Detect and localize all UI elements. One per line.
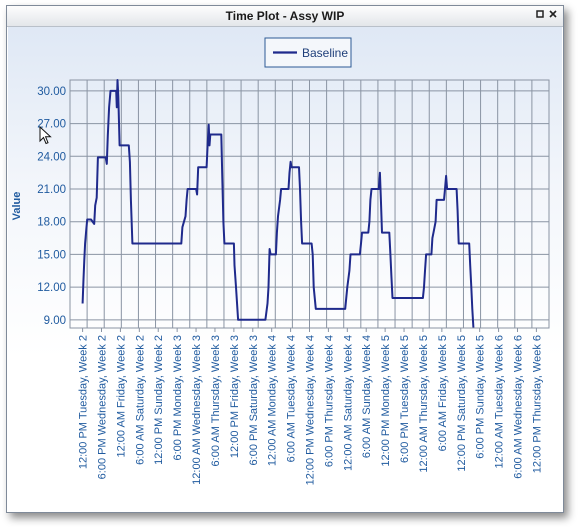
y-axis-label: Value xyxy=(11,192,23,221)
restore-icon[interactable] xyxy=(534,9,546,21)
x-tick-label: 12:00 PM Tuesday, Week 2 xyxy=(78,335,90,469)
x-tick-label: 6:00 PM Sunday, Week 5 xyxy=(475,335,487,459)
line-chart: 30.0027.0024.0021.0018.0015.0012.009.00 … xyxy=(11,37,550,485)
x-tick-label: 12:00 PM Monday, Week 5 xyxy=(380,335,392,467)
x-tick-label: 12:00 PM Friday, Week 3 xyxy=(229,335,241,458)
x-tick-label: 12:00 PM Wednesday, Week 4 xyxy=(305,335,317,485)
window-title: Time Plot - Assy WIP xyxy=(225,9,345,23)
close-icon[interactable] xyxy=(547,9,559,21)
y-tick-label: 15.00 xyxy=(37,249,66,261)
x-tick-label: 12:00 PM Sunday, Week 2 xyxy=(153,335,165,465)
x-tick-label: 12:00 PM Saturday, Week 5 xyxy=(456,335,468,472)
x-tick-label: 6:00 PM Thursday, Week 4 xyxy=(323,335,335,467)
y-tick-label: 24.00 xyxy=(37,151,66,163)
x-tick-label: 6:00 PM Saturday, Week 3 xyxy=(248,335,260,465)
x-tick-label: 12:00 AM Wednesday, Week 3 xyxy=(191,335,203,485)
x-tick-label: 6:00 AM Saturday, Week 2 xyxy=(134,335,146,465)
x-tick-label: 6:00 AM Thursday, Week 3 xyxy=(210,335,222,466)
x-tick-label: 12:00 AM Monday, Week 4 xyxy=(267,335,279,466)
x-tick-label: 12:00 AM Saturday, Week 4 xyxy=(342,335,354,471)
y-tick-label: 9.00 xyxy=(44,315,66,327)
chart-area: 30.00 27.00 24.00 21.00 18.00 15.00 12.00 9.00 … xyxy=(8,27,562,511)
x-tick-label: 6:00 PM Monday, Week 3 xyxy=(172,335,184,461)
x-tick-label: 6:00 AM Sunday, Week 4 xyxy=(361,335,373,458)
x-tick-label: 6:00 PM Wednesday, Week 2 xyxy=(97,335,109,479)
y-tick-label: 12.00 xyxy=(37,282,66,294)
y-tick-label: 30.00 xyxy=(37,86,66,98)
plot-window: Time Plot - Assy WIP 30.00 27.00 24.00 21.0… xyxy=(6,5,564,513)
legend: Baseline xyxy=(264,37,352,68)
x-tick-label: 6:00 AM Wednesday, Week 6 xyxy=(512,335,524,479)
series-line-baseline xyxy=(81,79,475,328)
legend-label-baseline: Baseline xyxy=(302,46,348,60)
y-tick-labels: 30.00 27.00 24.00 21.00 18.00 15.00 12.00 9.00 xyxy=(37,86,66,327)
x-tick-label: 6:00 AM Tuesday, Week 4 xyxy=(286,335,298,462)
grid-lines xyxy=(69,79,550,329)
x-tick-label: 6:00 AM Friday, Week 5 xyxy=(437,335,449,451)
y-tick-label: 21.00 xyxy=(37,184,66,196)
y-tick-label: 18.00 xyxy=(37,217,66,229)
series-layer xyxy=(81,79,475,328)
x-tick-label: 12:00 PM Thursday, Week 6 xyxy=(531,335,543,473)
y-tick-label: 27.00 xyxy=(37,119,66,131)
x-tick-label: 6:00 PM Tuesday, Week 5 xyxy=(399,335,411,463)
window-titlebar[interactable]: Time Plot - Assy WIP xyxy=(7,6,563,27)
x-tick-label: 12:00 AM Tuesday, Week 6 xyxy=(494,335,506,469)
x-tick-label: 12:00 AM Thursday, Week 5 xyxy=(418,335,430,473)
x-tick-labels: 12:00 PM Tuesday, Week 2 6:00 PM Wednesda… xyxy=(78,328,543,485)
x-tick-label: 12:00 AM Friday, Week 2 xyxy=(115,335,127,457)
mouse-pointer-icon xyxy=(39,125,53,151)
